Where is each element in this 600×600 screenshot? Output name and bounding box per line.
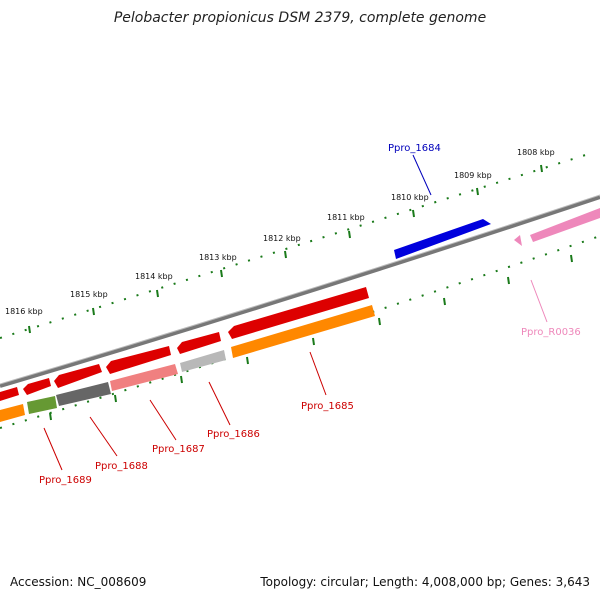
outer-major-ticks [28,164,543,334]
gene-label-ppro-1685[interactable]: Ppro_1685 [301,401,354,412]
scale-label: 1808 kbp [517,148,555,157]
gene-arrow-pink-small[interactable] [514,235,522,246]
topology-summary: Topology: circular; Length: 4,008,000 bp… [260,575,590,589]
scale-label: 1815 kbp [70,290,108,299]
gene-arrow-orange[interactable] [0,404,25,422]
gene-arrow-ppro-1688[interactable] [56,382,111,406]
scale-label: 1809 kbp [454,171,492,180]
gene-arrow-red[interactable] [23,378,51,395]
scale-label: 1811 kbp [327,213,365,222]
genome-backbone [0,195,600,388]
scale-label: 1810 kbp [391,193,429,202]
gene-label-ppro-1688[interactable]: Ppro_1688 [95,461,148,472]
gene-arrow-ppro-1686[interactable] [180,350,226,372]
gene-arrow-ppro-1684[interactable] [394,219,491,259]
gene-arrow-ppro-1689[interactable] [27,396,57,414]
gene-arrow-red[interactable] [106,346,171,374]
forward-strand-features [0,208,600,401]
gene-arrow-ppro-1687[interactable] [110,364,178,391]
gene-labels: Ppro_1684 Ppro_R0036 Ppro_1685 Ppro_1686… [39,143,581,486]
gene-arrow-red[interactable] [177,332,221,354]
scale-label: 1816 kbp [5,307,43,316]
map-title: Pelobacter propionicus DSM 2379, complet… [113,10,487,26]
outer-tick-ring [0,151,596,339]
gene-label-ppro-1689[interactable]: Ppro_1689 [39,475,92,486]
scale-label: 1813 kbp [199,253,237,262]
gene-label-ppro-1684[interactable]: Ppro_1684 [388,143,441,154]
scale-label: 1814 kbp [135,272,173,281]
scale-label: 1812 kbp [263,234,301,243]
gene-label-ppro-r0036[interactable]: Ppro_R0036 [521,327,581,338]
scale-labels: 1808 kbp 1809 kbp 1810 kbp 1811 kbp 1812… [5,148,555,316]
gene-arrow-ppro-r0036[interactable] [530,208,600,242]
genome-backbone-highlight [0,194,600,385]
label-connectors [43,154,548,471]
accession-label: Accession: NC_008609 [10,575,147,589]
reverse-strand-features [0,305,375,422]
inner-major-ticks [49,254,573,421]
gene-label-ppro-1687[interactable]: Ppro_1687 [152,444,205,455]
gene-arrow-red-long[interactable] [228,287,369,339]
gene-label-ppro-1686[interactable]: Ppro_1686 [207,429,260,440]
gene-arrow-ppro-1685[interactable] [231,305,375,358]
gene-arrow-red[interactable] [0,387,19,401]
gene-arrow-red[interactable] [54,364,102,388]
